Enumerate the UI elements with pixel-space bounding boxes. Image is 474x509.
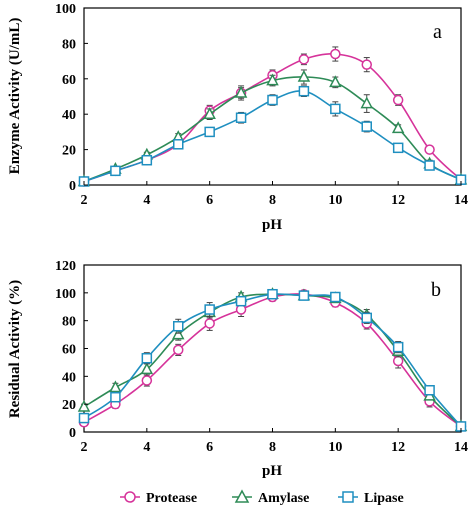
point-amylase-a-4 — [203, 107, 216, 119]
x-tick-label-b-14: 14 — [454, 440, 468, 455]
y-tick-label-a-0: 0 — [69, 179, 76, 194]
point-lipase-b-0 — [78, 412, 90, 424]
legend-item-lipase: Lipase — [338, 491, 404, 506]
legend: Protease Amylase Lipase — [120, 489, 404, 506]
series-layer-a — [77, 46, 468, 187]
y-tick-label-a-60: 60 — [62, 73, 76, 88]
x-tick-label-a-14: 14 — [454, 193, 468, 208]
x-tick-label-a-2: 2 — [81, 193, 88, 208]
point-lipase-b-7 — [298, 290, 310, 301]
y-axis-label-b: Residual Activity (%) — [7, 280, 23, 418]
y-tick-label-b-40: 40 — [62, 370, 76, 385]
x-tick-label-b-4: 4 — [143, 440, 150, 455]
y-tick-label-b-100: 100 — [55, 287, 76, 302]
point-amylase-a-10 — [391, 121, 405, 134]
series-protease-a — [78, 46, 467, 187]
x-tick-label-a-6: 6 — [206, 193, 213, 208]
point-protease-b-2 — [141, 375, 153, 386]
x-tick-label-b-8: 8 — [269, 440, 276, 455]
point-amylase-a-6 — [266, 73, 279, 86]
series-line-amylase-a — [83, 76, 462, 183]
point-protease-a-9 — [361, 59, 372, 70]
point-lipase-a-3 — [173, 139, 184, 150]
x-tick-label-b-12: 12 — [391, 440, 405, 455]
y-tick-label-a-40: 40 — [62, 108, 76, 123]
y-tick-label-a-80: 80 — [62, 37, 76, 52]
legend-lipase-label: Lipase — [364, 491, 404, 506]
panel-label-a: a — [433, 21, 442, 43]
x-tick-label-b-6: 6 — [206, 440, 213, 455]
legend-item-protease: Protease — [120, 491, 197, 506]
x-tick-label-b-10: 10 — [328, 440, 342, 455]
ticks-layer-a: 2 4 6 8 10 12 14 0 20 40 60 80 100 — [55, 2, 468, 208]
x-axis-label-b: pH — [262, 463, 282, 479]
panel-b: Residual Activity (%) pH b 2 4 6 8 10 12 14 0 20… — [7, 259, 468, 479]
y-tick-label-b-80: 80 — [62, 315, 76, 330]
point-lipase-a-1 — [110, 165, 121, 177]
x-axis-label-a: pH — [262, 217, 282, 233]
y-tick-label-a-20: 20 — [62, 144, 76, 159]
point-protease-b-3 — [173, 344, 184, 356]
point-amylase-a-5 — [234, 85, 248, 98]
point-amylase-a-8 — [329, 75, 342, 88]
point-lipase-b-8 — [330, 291, 341, 303]
point-lipase-b-10 — [392, 341, 404, 353]
y-tick-label-b-60: 60 — [62, 343, 76, 358]
point-lipase-b-5 — [235, 295, 247, 307]
point-amylase-b-0 — [77, 399, 91, 412]
series-amylase-a — [77, 69, 468, 187]
point-lipase-b-6 — [267, 288, 278, 300]
legend-amylase-marker — [234, 489, 250, 503]
point-protease-a-10 — [392, 94, 404, 106]
y-tick-label-a-100: 100 — [55, 2, 76, 17]
point-amylase-a-7 — [297, 69, 311, 82]
legend-lipase-marker — [342, 491, 354, 503]
x-tick-label-a-12: 12 — [391, 193, 405, 208]
point-lipase-a-9 — [361, 121, 372, 132]
point-amylase-b-1 — [109, 380, 122, 393]
point-amylase-b-2 — [140, 362, 154, 375]
series-line-amylase-b — [83, 293, 462, 427]
y-axis-label-a: Enzyme Activity (U/mL) — [7, 18, 23, 175]
panel-a: Enzyme Activity (U/mL) pH a 2 4 6 8 10 12 1402… — [7, 2, 468, 233]
point-lipase-a-4 — [204, 126, 215, 138]
point-protease-a-7 — [298, 54, 310, 65]
series-lipase-a — [78, 85, 467, 187]
point-amylase-b-3 — [172, 327, 185, 340]
series-layer-b — [77, 287, 468, 432]
point-amylase-a-9 — [360, 96, 373, 109]
x-tick-label-a-4: 4 — [143, 193, 150, 208]
point-lipase-a-7 — [298, 85, 310, 97]
point-lipase-b-11 — [424, 385, 435, 396]
point-lipase-a-6 — [267, 94, 278, 106]
point-protease-b-10 — [392, 355, 404, 367]
legend-protease-label: Protease — [146, 491, 197, 506]
series-lipase-b — [78, 288, 467, 432]
point-protease-b-4 — [204, 318, 215, 329]
y-tick-label-b-0: 0 — [69, 426, 76, 441]
point-lipase-a-5 — [235, 112, 247, 123]
legend-protease-marker — [124, 491, 136, 503]
point-protease-a-11 — [424, 144, 435, 155]
x-tick-label-b-2: 2 — [81, 440, 88, 455]
panel-label-b: b — [431, 279, 441, 301]
point-protease-a-8 — [330, 48, 341, 60]
y-tick-label-b-120: 120 — [55, 259, 76, 274]
x-tick-label-a-10: 10 — [328, 193, 342, 208]
point-lipase-a-8 — [330, 103, 341, 115]
x-tick-label-a-8: 8 — [269, 193, 276, 208]
legend-amylase-label: Amylase — [258, 491, 309, 506]
point-lipase-b-4 — [204, 304, 215, 315]
point-lipase-a-2 — [141, 154, 153, 166]
point-lipase-a-11 — [424, 160, 435, 171]
point-lipase-b-2 — [141, 352, 153, 364]
point-lipase-b-3 — [173, 320, 184, 332]
y-tick-label-b-20: 20 — [62, 398, 76, 413]
ticks-layer-b: 2 4 6 8 10 12 14 0 20 40 60 80 100 120 — [55, 259, 468, 455]
point-lipase-b-9 — [361, 312, 372, 324]
point-lipase-a-10 — [392, 142, 404, 154]
legend-item-amylase: Amylase — [232, 489, 309, 506]
point-lipase-b-1 — [110, 391, 121, 403]
